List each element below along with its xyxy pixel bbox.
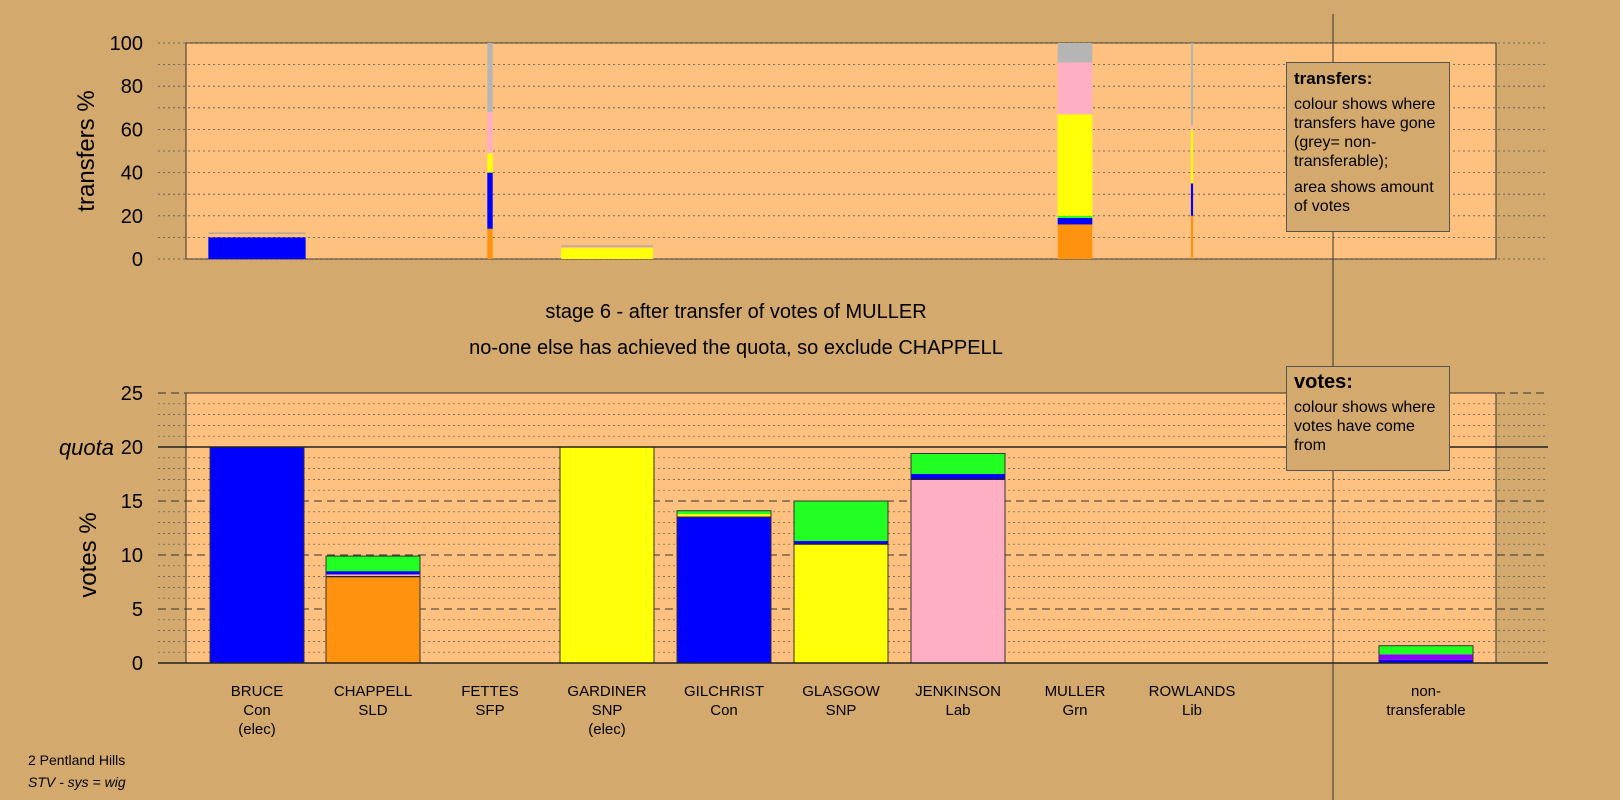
transfer-segment-rowlands-sld [1190,215,1194,259]
votes-y-tick-label: 15 [121,491,143,513]
votes-y-tick-label: 10 [121,545,143,567]
transfer-segment-fettes-sld [487,228,493,259]
transfers-y-tick-label: 60 [121,119,143,141]
non-transferable-label-1: non- [1411,683,1441,700]
candidate-party-label: Grn [1062,702,1087,719]
candidate-name-label: GLASGOW [802,683,880,700]
vote-segment-chappell-sld [326,576,420,663]
transfer-segment-muller-sld [1057,224,1093,259]
transfers-legend-text-2: area shows amount of votes [1294,179,1434,215]
transfers-y-tick-label: 80 [121,76,143,98]
candidate-party-label: SFP [475,702,504,719]
vote-segment-jenkinson-con [911,474,1005,480]
candidate-party-label: Con [243,702,271,719]
transfer-segment-gardiner-snp [561,248,653,259]
votes-y-tick-label: 0 [132,653,143,675]
candidate-name-label: MULLER [1045,683,1106,700]
candidate-name-label: ROWLANDS [1149,683,1236,700]
candidate-name-label: GARDINER [567,683,646,700]
candidate-party-label: Lab [945,702,970,719]
vote-segment-chappell-lab [326,574,420,577]
votes-y-axis-label: votes % [75,512,102,597]
transfer-segment-rowlands-con [1190,183,1194,216]
transfer-segment-fettes-con [487,172,493,229]
candidate-name-label: FETTES [461,683,519,700]
candidate-name-label: GILCHRIST [684,683,764,700]
system-label: STV - sys = wig [28,774,126,790]
vote-segment-glasgow-snp [794,544,888,663]
votes-legend: votes: colour shows where votes have com… [1286,366,1450,471]
transfer-segment-muller-non-transferable [1057,43,1093,63]
candidate-party-label: SNP [826,702,857,719]
transfer-segment-fettes-snp [487,153,493,173]
candidate-party-label: SLD [358,702,387,719]
vote-segment-chappell-grn [326,556,420,572]
constituency-label: 2 Pentland Hills [28,752,126,768]
transfers-y-tick-label: 100 [110,33,143,55]
votes-y-tick-label: 25 [121,383,143,405]
stage-line-2: no-one else has achieved the quota, so e… [469,337,1003,359]
non-transferable-segment-con [1379,659,1473,663]
vote-segment-gilchrist-con [677,517,771,663]
votes-y-tick-label: 5 [132,599,143,621]
transfer-segment-rowlands-non-transferable [1190,43,1194,126]
transfer-segment-muller-con [1057,217,1093,225]
non-transferable-segment-grn [1379,645,1473,655]
candidate-name-label: JENKINSON [915,683,1001,700]
stage-line-1: stage 6 - after transfer of votes of MUL… [545,301,926,323]
transfer-segment-muller-grn [1057,215,1093,218]
transfers-legend: transfers: colour shows where transfers … [1286,62,1450,232]
votes-legend-title: votes: [1294,371,1353,393]
transfers-y-tick-label: 0 [132,249,143,271]
votes-legend-text: colour shows where votes have come from [1294,399,1436,454]
transfers-y-tick-label: 40 [121,163,143,185]
vote-segment-gardiner-snp [560,447,654,663]
candidate-status-label: (elec) [238,721,276,738]
candidate-name-label: BRUCE [231,683,284,700]
vote-segment-bruce-con [210,447,304,663]
transfers-legend-text-1: colour shows where transfers have gone (… [1294,96,1436,170]
transfer-segment-muller-lab [1057,62,1093,115]
vote-segment-jenkinson-grn [911,453,1005,474]
transfer-segment-fettes-non-transferable [487,43,493,113]
candidate-party-label: Lib [1182,702,1202,719]
candidate-party-label: Con [710,702,738,719]
non-transferable-segment-sfp [1379,654,1473,660]
candidate-name-label: CHAPPELL [334,683,412,700]
vote-segment-gilchrist-grn [677,510,771,514]
transfer-segment-bruce-con [208,237,306,259]
candidate-party-label: SNP [592,702,623,719]
vote-segment-chappell-con [326,571,420,575]
vote-segment-glasgow-grn [794,501,888,541]
vote-segment-jenkinson-lab [911,479,1005,663]
vote-segment-gilchrist-snp [677,513,771,517]
transfer-segment-rowlands-snp [1190,129,1194,184]
transfer-segment-muller-snp [1057,114,1093,216]
candidate-status-label: (elec) [588,721,626,738]
non-transferable-label-2: transferable [1386,702,1465,719]
transfers-y-tick-label: 20 [121,206,143,228]
transfer-segment-rowlands-lab [1190,125,1194,130]
vote-segment-glasgow-con [794,540,888,545]
transfer-segment-fettes-lab [487,112,493,154]
transfers-y-axis-label: transfers % [73,90,100,211]
transfers-legend-title: transfers: [1294,69,1373,88]
votes-y-tick-label: 20 [121,437,143,459]
quota-label: quota [59,435,114,460]
